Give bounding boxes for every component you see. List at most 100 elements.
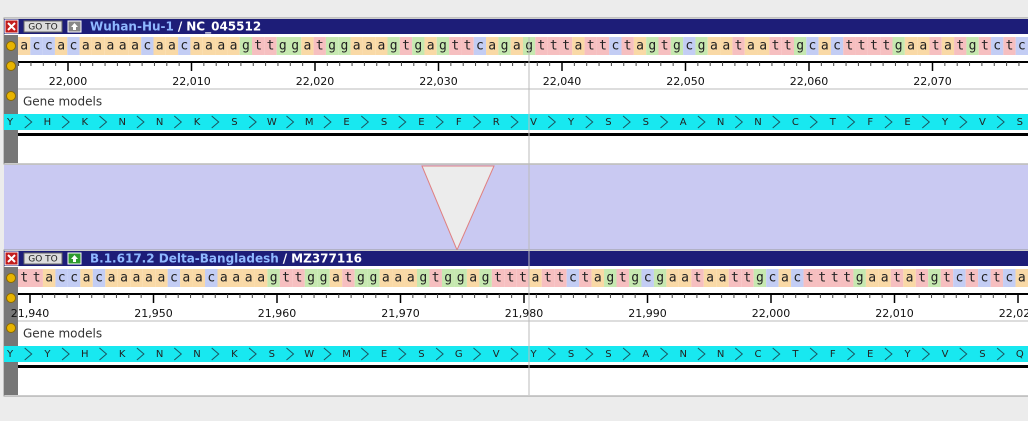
aa-chevron bbox=[510, 115, 519, 129]
base: c bbox=[833, 39, 841, 54]
track-handle[interactable] bbox=[6, 293, 16, 303]
base: g bbox=[320, 271, 328, 286]
base: g bbox=[439, 39, 447, 54]
base-box bbox=[666, 269, 679, 287]
base-box bbox=[541, 269, 555, 287]
aa-chevron bbox=[847, 115, 856, 129]
tick-label: 21,960 bbox=[258, 307, 297, 320]
base-box bbox=[254, 269, 268, 287]
separator: / bbox=[283, 252, 288, 266]
sequence-name: B.1.617.2 Delta-Bangladesh bbox=[90, 252, 279, 266]
base: a bbox=[706, 271, 714, 286]
base-box bbox=[1003, 37, 1016, 55]
aa-chevron bbox=[286, 115, 295, 129]
base-box bbox=[818, 37, 831, 55]
base-box bbox=[239, 37, 253, 55]
amino-acid: S bbox=[418, 349, 424, 360]
base-box bbox=[30, 37, 43, 55]
tick-label: 22,010 bbox=[172, 75, 211, 88]
base: t bbox=[282, 271, 290, 286]
amino-acid: Y bbox=[43, 349, 51, 360]
amino-acid: K bbox=[231, 349, 238, 360]
base-box bbox=[566, 269, 580, 287]
base: t bbox=[943, 271, 951, 286]
amino-acid: S bbox=[568, 349, 574, 360]
panel-header bbox=[4, 251, 1028, 266]
track-handle[interactable] bbox=[6, 273, 16, 283]
go-to-button[interactable] bbox=[23, 20, 63, 33]
base: a bbox=[82, 39, 90, 54]
base: t bbox=[956, 39, 964, 54]
base-box bbox=[728, 269, 742, 287]
base-box bbox=[342, 269, 355, 287]
base-box bbox=[990, 269, 1004, 287]
aa-chevron bbox=[248, 115, 257, 129]
base: t bbox=[599, 39, 607, 54]
base: a bbox=[45, 271, 53, 286]
amino-acid: E bbox=[381, 349, 387, 360]
base-box bbox=[596, 37, 610, 55]
base-box bbox=[461, 37, 474, 55]
base: a bbox=[145, 271, 153, 286]
amino-acid: E bbox=[904, 117, 910, 128]
base: t bbox=[432, 271, 440, 286]
aa-chevron bbox=[734, 347, 744, 361]
track-handle[interactable] bbox=[6, 323, 16, 333]
aa-chevron bbox=[996, 347, 1005, 361]
base-box bbox=[579, 269, 592, 287]
track-handle[interactable] bbox=[6, 41, 16, 51]
base-box bbox=[778, 269, 792, 287]
base: c bbox=[95, 271, 103, 286]
base: t bbox=[845, 39, 853, 54]
close-icon bbox=[7, 254, 16, 263]
base: t bbox=[538, 39, 546, 54]
base: a bbox=[106, 39, 114, 54]
aa-chevron bbox=[61, 115, 70, 129]
base: g bbox=[501, 39, 509, 54]
base-box bbox=[153, 37, 166, 55]
base-box bbox=[892, 37, 905, 55]
base-box bbox=[691, 269, 704, 287]
base-box bbox=[215, 37, 228, 55]
go-to-button[interactable] bbox=[23, 252, 63, 265]
gene-line bbox=[18, 133, 1028, 136]
amino-acid: H bbox=[44, 117, 52, 128]
base: c bbox=[1005, 271, 1013, 286]
aa-chevron bbox=[847, 347, 856, 361]
sequence-name: Wuhan-Hu-1 bbox=[90, 20, 174, 34]
base-box bbox=[317, 269, 330, 287]
base: t bbox=[831, 271, 839, 286]
base: g bbox=[279, 39, 287, 54]
base-box bbox=[584, 37, 597, 55]
amino-acid: F bbox=[456, 117, 462, 128]
amino-acid: Y bbox=[530, 349, 538, 360]
track-handle[interactable] bbox=[6, 61, 16, 71]
base: a bbox=[759, 39, 767, 54]
amino-acid: S bbox=[231, 117, 237, 128]
track-handle[interactable] bbox=[6, 91, 16, 101]
base-box bbox=[424, 37, 437, 55]
base: a bbox=[377, 39, 385, 54]
base-box bbox=[449, 37, 462, 55]
base-box bbox=[130, 269, 143, 287]
base: c bbox=[58, 271, 66, 286]
aa-chevron bbox=[585, 115, 594, 129]
aa-track bbox=[4, 114, 1028, 130]
amino-acid: N bbox=[754, 117, 761, 128]
base: a bbox=[133, 271, 141, 286]
aa-chevron bbox=[473, 115, 482, 129]
base-box bbox=[621, 37, 634, 55]
base: a bbox=[205, 39, 213, 54]
amino-acid: E bbox=[418, 117, 424, 128]
base-box bbox=[276, 37, 289, 55]
aa-chevron bbox=[323, 115, 332, 129]
base: c bbox=[644, 271, 652, 286]
aa-chevron bbox=[173, 115, 183, 129]
base-box bbox=[117, 269, 131, 287]
aa-chevron bbox=[435, 115, 444, 129]
base: a bbox=[193, 39, 201, 54]
base: t bbox=[267, 39, 275, 54]
base: t bbox=[402, 39, 410, 54]
amino-acid: C bbox=[792, 117, 799, 128]
